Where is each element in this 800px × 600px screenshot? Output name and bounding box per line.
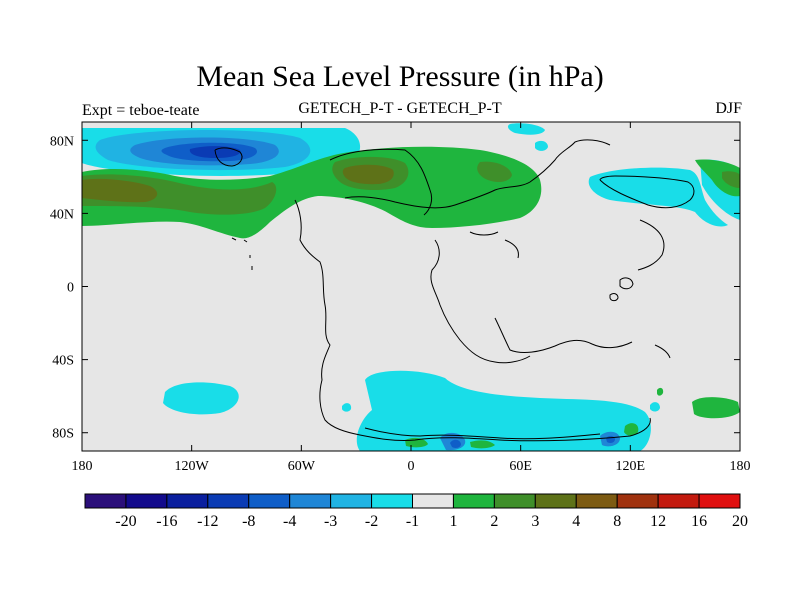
field-southern-ocean-core-2	[450, 439, 461, 448]
colorbar-label: 3	[531, 513, 539, 530]
colorbar-swatch	[125, 493, 168, 509]
colorbar-swatch	[248, 493, 291, 509]
colorbar-swatch	[84, 493, 127, 509]
field-southeast-pacific-high	[692, 397, 740, 419]
colorbar-label: 20	[732, 513, 748, 530]
field-north-hemisphere-high-core	[82, 178, 158, 203]
coastline-islands-1	[619, 277, 634, 290]
colorbar-swatch	[575, 493, 618, 509]
field-small-spot-1	[342, 403, 352, 412]
colorbar-swatch	[166, 493, 209, 509]
colorbar-label: 8	[613, 513, 621, 530]
colorbar-label: 16	[691, 513, 707, 530]
colorbar-swatch	[657, 493, 700, 509]
colorbar-swatch	[330, 493, 373, 509]
x-tick-label: 0	[408, 459, 415, 474]
colorbar-label: 1	[449, 513, 457, 530]
season-label: DJF	[715, 100, 742, 117]
coastlines	[214, 139, 695, 442]
experiment-label: Expt = teboe-teate	[82, 102, 200, 119]
coastline-east-asia	[637, 219, 665, 271]
coastline-americas	[294, 199, 651, 442]
coastline-africa	[430, 239, 531, 364]
field-southern-ocean-core-4	[606, 435, 615, 443]
x-tick-label: 120E	[616, 459, 646, 474]
y-tick-label: 40S	[52, 354, 74, 369]
field-north-hemisphere-high-band	[82, 146, 542, 239]
coastline-africa-asia	[344, 139, 611, 209]
field-east-asia-cyan	[588, 167, 728, 227]
colorbar-label: -8	[242, 513, 255, 530]
colorbar-swatch	[371, 493, 413, 509]
field-arctic-cyan-1	[507, 123, 545, 135]
field-antarctic-high-2	[470, 440, 495, 449]
colorbar-swatch	[412, 493, 454, 509]
colorbar-label: -1	[406, 513, 419, 530]
colorbar-swatch	[616, 493, 659, 509]
x-tick-label: 60W	[288, 459, 316, 474]
field-northwest-pacific-high	[695, 159, 740, 197]
colorbar-swatch	[207, 493, 250, 509]
coastline-north	[329, 148, 433, 216]
colorbar-label: -2	[365, 513, 378, 530]
colorbar-swatch	[493, 493, 536, 509]
x-tick-label: 120W	[175, 459, 210, 474]
coastline-islands-5	[469, 231, 519, 259]
colorbar-label: -20	[115, 513, 136, 530]
colorbar-swatch	[698, 493, 741, 509]
colorbar-swatch	[452, 493, 495, 509]
y-tick-label: 80S	[52, 427, 74, 442]
field-southeast-pacific-spot-2	[657, 387, 664, 396]
field-southern-ocean-low	[356, 370, 651, 451]
x-axis: 180 120W 60W 0 60E 120E 180	[72, 122, 751, 474]
coastline-islands-4	[231, 237, 253, 270]
y-tick-label: 80N	[50, 134, 74, 149]
y-tick-label: 40N	[50, 207, 74, 222]
y-tick-label: 0	[67, 281, 74, 296]
colorbar: -20 -16 -12 -8 -4 -3 -2 -1 1 2 3 4 8 12 16 20	[84, 493, 748, 530]
model-label: GETECH_P-T - GETECH_P-T	[298, 100, 502, 117]
field-northwest-pacific-high-core	[722, 171, 740, 188]
field-arctic-cyan-2	[535, 140, 548, 151]
colorbar-label: -4	[283, 513, 296, 530]
coastline-asia-pacific	[599, 175, 695, 209]
x-tick-label: 60E	[509, 459, 532, 474]
field-eurasia-high-core	[342, 164, 394, 185]
coastline-arctic	[214, 147, 243, 167]
coastline-antarctica	[364, 427, 601, 440]
colorbar-label: 2	[490, 513, 498, 530]
field-southeast-pacific-spot-1	[650, 402, 660, 412]
chart-title: Mean Sea Level Pressure (in hPa)	[196, 60, 604, 93]
field-layer	[82, 123, 740, 451]
coastline-islands-2	[609, 293, 619, 302]
field-west-eurasia-high	[477, 161, 512, 183]
coastline-india	[494, 317, 633, 354]
field-antarctic-high-3	[624, 423, 639, 436]
colorbar-label: -12	[197, 513, 218, 530]
coastline-islands-3	[654, 344, 671, 359]
field-south-pacific-low	[163, 382, 239, 415]
x-tick-label: 180	[72, 459, 93, 474]
colorbar-swatch	[289, 493, 332, 509]
colorbar-label: -3	[324, 513, 337, 530]
colorbar-label: 12	[650, 513, 666, 530]
colorbar-label: 4	[572, 513, 580, 530]
colorbar-label: -16	[156, 513, 177, 530]
colorbar-swatch	[534, 493, 577, 509]
x-tick-label: 180	[730, 459, 751, 474]
y-axis: 80N 40N 0 40S 80S	[50, 134, 740, 442]
